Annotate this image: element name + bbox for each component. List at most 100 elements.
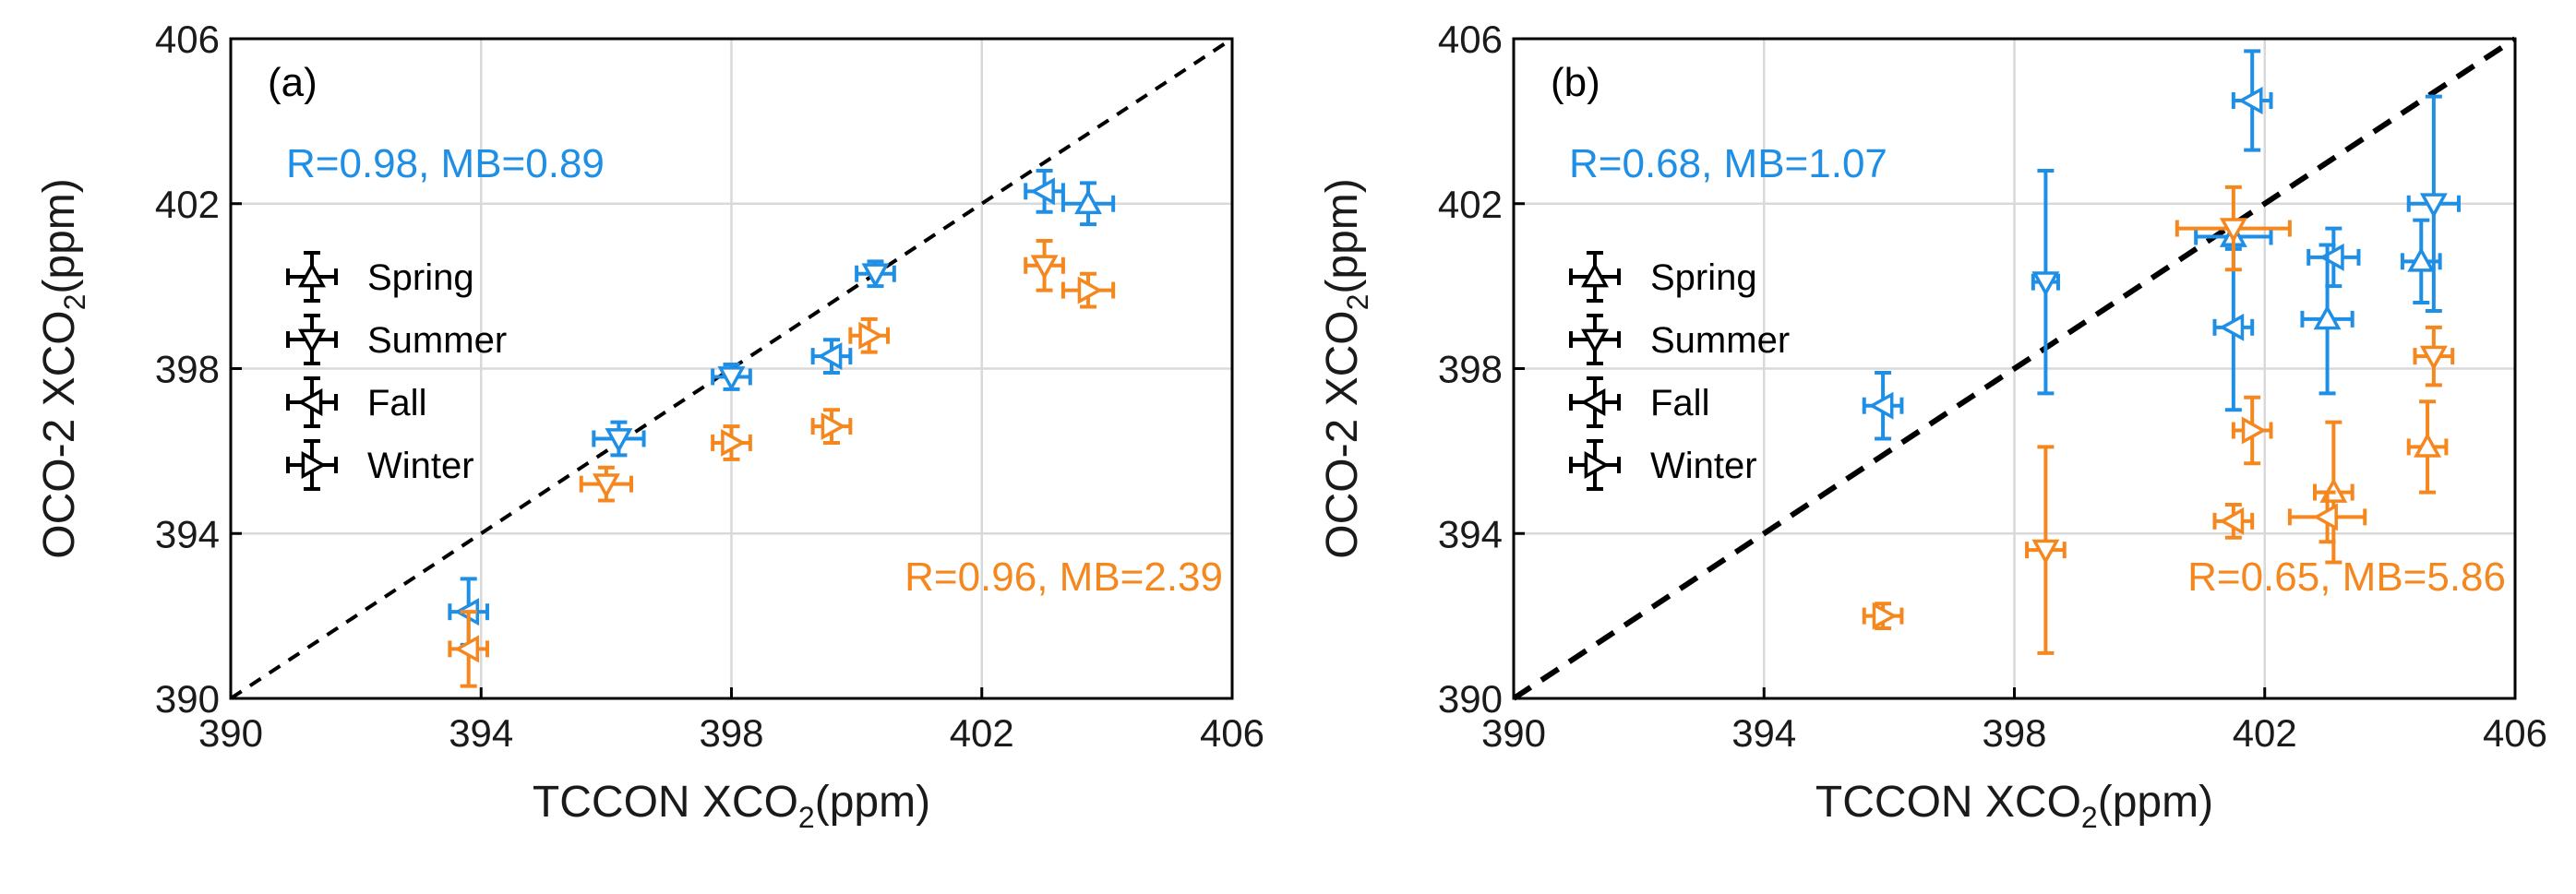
legend-label: Winter <box>367 446 474 486</box>
legend-marker-right <box>301 451 327 479</box>
data-points <box>448 169 1116 688</box>
x-tick-label: 402 <box>2233 711 2297 755</box>
data-point-blue <box>1862 370 1904 441</box>
data-point-blue <box>1024 169 1065 214</box>
legend-item-summer: Summer <box>1569 314 1790 365</box>
data-point-orange <box>1862 602 1904 631</box>
data-point-orange <box>2413 325 2455 387</box>
y-axis-title-unit: (ppm) <box>35 178 84 293</box>
legend-label: Summer <box>1650 320 1790 361</box>
data-point-blue <box>855 259 896 289</box>
stats-blue: R=0.98, MB=0.89 <box>286 141 605 186</box>
marker-left <box>454 635 480 663</box>
y-tick-label: 398 <box>1438 348 1503 391</box>
data-point-orange <box>2025 445 2067 655</box>
legend-label: Fall <box>367 383 426 423</box>
data-point-orange <box>448 610 490 688</box>
data-point-blue <box>1060 181 1116 227</box>
x-axis-title-unit: (ppm) <box>815 778 930 827</box>
marker-left <box>1029 177 1055 206</box>
y-axis-title: OCO-2 XCO2(ppm) <box>1318 178 1374 559</box>
y-tick-label: 406 <box>155 18 220 61</box>
marker-right <box>821 412 846 441</box>
data-point-blue <box>592 420 646 458</box>
data-point-orange <box>1060 271 1116 309</box>
marker-right <box>721 428 747 457</box>
panel-a: 390 394 398 402 406 390 394 398 402 406 (a) Sprin… <box>35 18 1264 834</box>
one-to-one-dashed-line <box>1512 36 2517 701</box>
marker-down <box>861 263 890 289</box>
legend-marker-errorbar <box>1569 376 1621 428</box>
data-point-blue <box>2300 243 2354 396</box>
y-tick-label: 402 <box>155 183 220 226</box>
marker-left <box>817 342 843 371</box>
legend-item-summer: Summer <box>286 314 507 365</box>
data-point-blue <box>2031 169 2060 396</box>
marker-up <box>2313 304 2342 330</box>
data-point-orange <box>810 408 853 445</box>
x-tick-label: 394 <box>449 711 513 755</box>
x-axis-title: TCCON XCO2(ppm) <box>1815 778 2213 834</box>
y-tick-label: 390 <box>1438 677 1503 721</box>
data-point-blue <box>2306 226 2361 289</box>
x-axis-title-main: TCCON XCO <box>533 778 798 827</box>
marker-left <box>2219 313 2245 341</box>
x-tick-label: 406 <box>2483 711 2547 755</box>
marker-left <box>2312 503 2338 531</box>
legend-label: Winter <box>1650 446 1757 486</box>
marker-up <box>1074 189 1103 215</box>
marker-left <box>1868 391 1894 420</box>
legend-item-spring: Spring <box>1569 251 1757 303</box>
marker-right <box>1872 602 1898 630</box>
y-axis-title-main: OCO-2 XCO <box>35 310 84 558</box>
marker-down <box>605 428 633 454</box>
marker-down <box>717 366 746 392</box>
data-point-blue <box>2231 49 2273 152</box>
marker-down <box>592 473 620 499</box>
legend-marker-left <box>1580 388 1606 416</box>
panel-b: 390 394 398 402 406 390 394 398 402 406 (b) Sprin… <box>1318 18 2547 834</box>
data-point-blue <box>2406 94 2461 313</box>
panel-label: (b) <box>1551 60 1600 105</box>
one-to-one-dashed-line <box>229 37 1234 700</box>
one-to-one-line <box>1512 36 2517 701</box>
y-axis-title-sub: 2 <box>1341 294 1374 311</box>
panel-label: (a) <box>268 60 318 105</box>
marker-down <box>1030 255 1059 280</box>
legend-marker-left <box>297 388 323 416</box>
legend-item-fall: Fall <box>286 376 426 428</box>
stats-orange: R=0.65, MB=5.86 <box>2187 554 2506 600</box>
marker-up <box>2407 246 2436 272</box>
legend-item-winter: Winter <box>286 439 474 491</box>
x-axis-title: TCCON XCO2(ppm) <box>533 778 930 834</box>
data-points <box>1862 49 2461 655</box>
legend: Spring Summer Fall Winter <box>286 251 507 491</box>
marker-down <box>2031 271 2060 297</box>
x-tick-label: 402 <box>950 711 1014 755</box>
y-tick-label: 398 <box>155 348 220 391</box>
axis-ticks: 390 394 398 402 406 390 394 398 402 406 <box>155 18 1264 755</box>
marker-down <box>2219 218 2247 244</box>
legend-marker-up <box>298 262 326 288</box>
legend-item-fall: Fall <box>1569 376 1709 428</box>
marker-left <box>2318 243 2344 271</box>
legend-marker-errorbar <box>286 439 338 491</box>
y-tick-label: 402 <box>1438 183 1503 226</box>
x-tick-label: 390 <box>198 711 263 755</box>
marker-left <box>2237 87 2263 115</box>
legend-label: Summer <box>367 320 507 361</box>
axis-ticks: 390 394 398 402 406 390 394 398 402 406 <box>1438 18 2547 755</box>
marker-right <box>858 321 884 350</box>
y-axis-title-main: OCO-2 XCO <box>1318 310 1367 558</box>
data-point-orange <box>2212 502 2255 540</box>
x-tick-label: 394 <box>1731 711 1796 755</box>
legend-label: Spring <box>367 257 474 298</box>
y-tick-label: 394 <box>155 512 220 555</box>
marker-right <box>2241 416 2267 445</box>
y-axis-title-sub: 2 <box>58 294 91 311</box>
x-tick-label: 398 <box>699 711 763 755</box>
legend-marker-down <box>1581 328 1609 354</box>
legend-marker-down <box>298 328 326 354</box>
stats-orange: R=0.96, MB=2.39 <box>905 554 1223 600</box>
